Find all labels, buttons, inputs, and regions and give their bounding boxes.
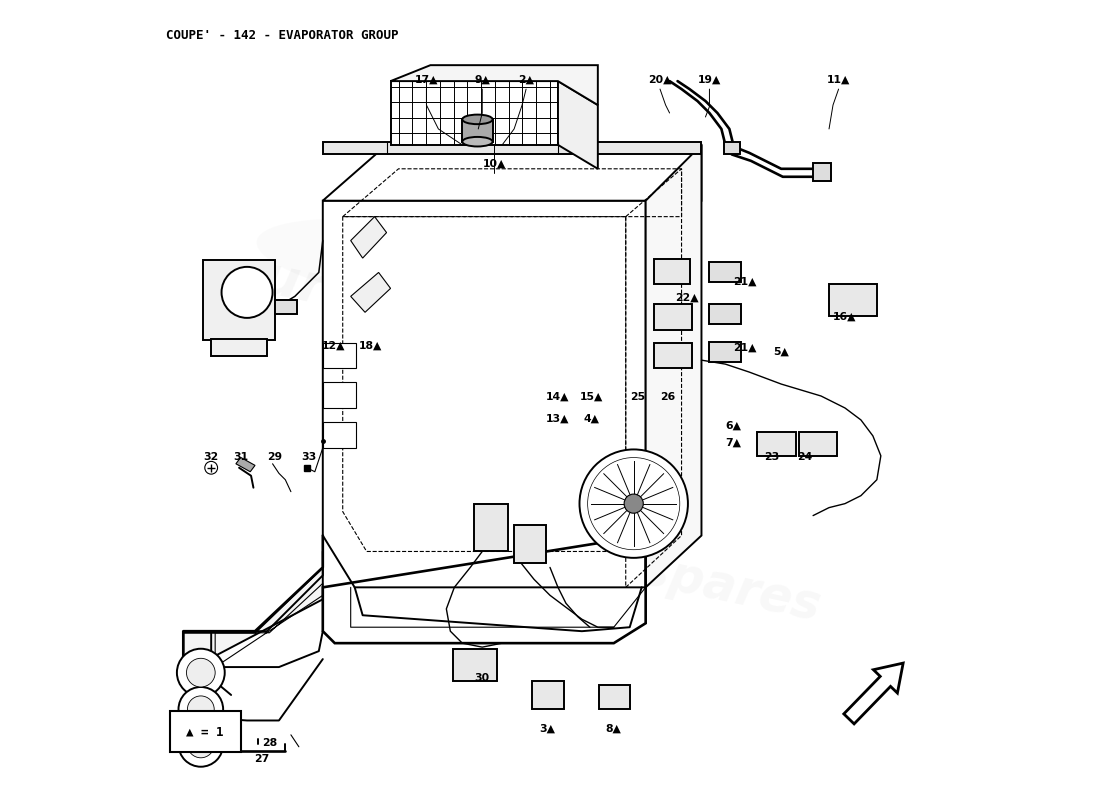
Bar bbox=[757, 432, 795, 456]
Bar bbox=[532, 682, 564, 710]
Bar bbox=[462, 119, 493, 142]
Bar bbox=[829, 285, 877, 316]
Bar bbox=[813, 163, 830, 181]
Ellipse shape bbox=[462, 114, 493, 124]
Polygon shape bbox=[322, 201, 646, 587]
Circle shape bbox=[187, 696, 214, 722]
Circle shape bbox=[624, 494, 644, 514]
Ellipse shape bbox=[462, 137, 493, 146]
Text: 22▲: 22▲ bbox=[675, 293, 698, 302]
Text: ▲ = 1: ▲ = 1 bbox=[187, 725, 224, 738]
Bar bbox=[653, 342, 692, 368]
Bar bbox=[322, 382, 356, 408]
Circle shape bbox=[187, 658, 216, 687]
Bar bbox=[211, 338, 267, 356]
Text: 9▲: 9▲ bbox=[474, 75, 491, 85]
Bar bbox=[710, 342, 741, 362]
Text: 27: 27 bbox=[254, 754, 270, 764]
Bar bbox=[514, 525, 546, 563]
Text: 10▲: 10▲ bbox=[483, 159, 506, 169]
Circle shape bbox=[580, 450, 688, 558]
Text: eurospares: eurospares bbox=[222, 244, 559, 365]
Polygon shape bbox=[184, 567, 322, 673]
Text: 14▲: 14▲ bbox=[547, 391, 570, 402]
Text: 8▲: 8▲ bbox=[606, 723, 621, 734]
FancyArrow shape bbox=[844, 663, 903, 724]
Text: 13▲: 13▲ bbox=[547, 414, 570, 424]
Polygon shape bbox=[322, 145, 702, 201]
Text: 32: 32 bbox=[204, 452, 219, 462]
Text: 23: 23 bbox=[764, 452, 779, 462]
Text: 11▲: 11▲ bbox=[827, 75, 850, 85]
Polygon shape bbox=[390, 81, 558, 145]
Text: eurospares: eurospares bbox=[514, 520, 825, 631]
Circle shape bbox=[177, 649, 224, 697]
Text: 16▲: 16▲ bbox=[833, 312, 857, 322]
Bar bbox=[724, 142, 739, 154]
Circle shape bbox=[187, 731, 214, 758]
Text: 30: 30 bbox=[475, 673, 490, 683]
Text: 28: 28 bbox=[262, 738, 277, 748]
FancyBboxPatch shape bbox=[169, 711, 241, 752]
Text: 21▲: 21▲ bbox=[734, 277, 757, 286]
Text: 15▲: 15▲ bbox=[580, 391, 603, 402]
Text: 17▲: 17▲ bbox=[415, 75, 438, 85]
Text: COUPE' - 142 - EVAPORATOR GROUP: COUPE' - 142 - EVAPORATOR GROUP bbox=[166, 30, 398, 42]
Bar bbox=[600, 686, 629, 710]
Bar bbox=[322, 142, 702, 154]
Polygon shape bbox=[351, 217, 386, 258]
Text: 19▲: 19▲ bbox=[697, 75, 722, 85]
Bar bbox=[275, 299, 297, 314]
Circle shape bbox=[587, 458, 680, 550]
Text: 7▲: 7▲ bbox=[725, 438, 741, 448]
Text: 12▲: 12▲ bbox=[321, 341, 345, 350]
Bar bbox=[322, 342, 356, 368]
Bar bbox=[204, 261, 275, 340]
Text: 33: 33 bbox=[301, 452, 317, 462]
Ellipse shape bbox=[256, 218, 588, 310]
Circle shape bbox=[178, 687, 223, 732]
Text: 29: 29 bbox=[267, 452, 283, 462]
Text: 4▲: 4▲ bbox=[583, 414, 600, 424]
Bar bbox=[322, 422, 356, 448]
Bar bbox=[653, 304, 692, 330]
Text: 31: 31 bbox=[233, 452, 249, 462]
Text: 26: 26 bbox=[660, 391, 675, 402]
Polygon shape bbox=[558, 81, 597, 169]
Bar bbox=[474, 504, 508, 551]
Polygon shape bbox=[235, 458, 255, 472]
Text: 6▲: 6▲ bbox=[725, 420, 741, 430]
Polygon shape bbox=[646, 145, 702, 587]
Text: 20▲: 20▲ bbox=[648, 75, 672, 85]
Bar bbox=[453, 649, 496, 681]
Polygon shape bbox=[390, 65, 597, 105]
Text: 18▲: 18▲ bbox=[359, 341, 383, 350]
Circle shape bbox=[221, 267, 273, 318]
Circle shape bbox=[178, 722, 223, 766]
Text: 24: 24 bbox=[798, 452, 813, 462]
Bar bbox=[799, 432, 837, 456]
Polygon shape bbox=[351, 273, 390, 312]
Bar bbox=[710, 262, 741, 282]
Bar bbox=[653, 259, 690, 285]
Text: 2▲: 2▲ bbox=[518, 75, 535, 85]
Text: 3▲: 3▲ bbox=[540, 723, 556, 734]
Text: 25: 25 bbox=[630, 391, 646, 402]
Text: 5▲: 5▲ bbox=[773, 346, 789, 356]
Bar bbox=[710, 304, 741, 324]
Text: 21▲: 21▲ bbox=[734, 342, 757, 352]
